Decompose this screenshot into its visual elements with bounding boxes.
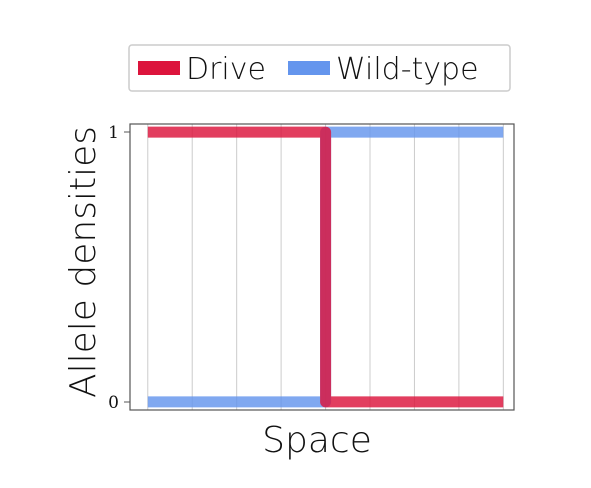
series-layer [147,126,504,408]
legend-label-wild-type: Wild-type [336,52,479,87]
y-tick-label-1: 1 [108,123,119,143]
series-line-drive [147,126,504,408]
x-axis-title: Space [262,420,372,461]
legend-swatch-wild-type [288,61,330,75]
grid [147,124,504,410]
plot-frame [129,123,515,411]
legend-label-drive: Drive [186,52,266,87]
legend-swatch-drive [138,61,180,75]
legend: Drive Wild-type [128,44,511,92]
y-axis-title: Allele densities [63,126,104,398]
y-tick-label-0: 0 [108,393,119,413]
y-axis: 0 1 [108,123,130,413]
